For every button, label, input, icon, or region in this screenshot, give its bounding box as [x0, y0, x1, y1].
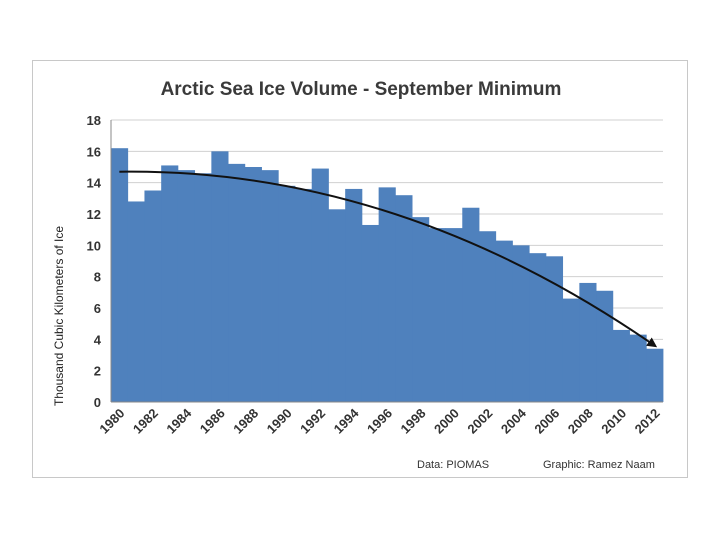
bar — [111, 148, 129, 402]
data-credit: Data: PIOMAS — [417, 459, 489, 471]
bar — [545, 256, 564, 402]
y-axis-label: Thousand Cubic Kilometers of Ice — [52, 226, 66, 406]
x-tick-label: 2010 — [598, 406, 629, 437]
bar — [512, 245, 530, 402]
y-tick-label: 10 — [87, 238, 101, 253]
bar — [378, 187, 396, 402]
bar — [328, 209, 346, 402]
chart-title: Arctic Sea Ice Volume - September Minimu… — [161, 79, 562, 100]
bar — [445, 228, 463, 402]
trend-curve — [119, 170, 658, 348]
y-tick-label: 12 — [87, 207, 101, 222]
bar — [144, 190, 162, 402]
trend-arrow — [119, 170, 658, 348]
bar — [479, 231, 497, 402]
x-tick-label: 1986 — [197, 406, 228, 437]
bar-series — [111, 148, 664, 402]
bar — [562, 298, 580, 402]
chart-frame: Arctic Sea Ice Volume - September Minimu… — [32, 60, 688, 478]
bar — [127, 201, 145, 402]
x-tick-label: 2008 — [565, 406, 596, 437]
bar — [629, 334, 647, 402]
bar — [395, 195, 413, 402]
bar — [161, 165, 179, 402]
bar — [612, 329, 630, 402]
x-tick-label: 1988 — [230, 406, 261, 437]
y-tick-label: 4 — [94, 332, 102, 347]
chart-svg: Arctic Sea Ice Volume - September Minimu… — [52, 79, 664, 471]
bar — [311, 168, 329, 402]
bar — [211, 151, 229, 402]
bar — [361, 224, 380, 402]
bar — [261, 170, 279, 402]
x-tick-label: 2012 — [632, 406, 663, 437]
bar — [295, 188, 313, 402]
bar — [412, 217, 430, 402]
y-tick-label: 0 — [94, 395, 101, 410]
bar — [278, 185, 296, 402]
x-tick-label: 1994 — [331, 405, 363, 437]
graphic-credit: Graphic: Ramez Naam — [543, 459, 655, 471]
x-tick-label: 2006 — [531, 406, 562, 437]
x-tick-label: 2002 — [464, 406, 495, 437]
bar — [345, 188, 363, 402]
y-tick-label: 16 — [87, 144, 101, 159]
x-tick-label: 1980 — [96, 406, 127, 437]
x-tick-label: 2004 — [498, 405, 530, 437]
y-tick-label: 6 — [94, 301, 101, 316]
bar — [462, 207, 480, 402]
bar — [495, 240, 513, 402]
y-tick-label: 2 — [94, 364, 101, 379]
bar — [596, 290, 614, 402]
x-tick-label: 1984 — [163, 405, 195, 437]
x-tick-label: 1982 — [130, 406, 161, 437]
bar — [646, 348, 664, 402]
y-tick-label: 14 — [87, 176, 102, 191]
bar — [244, 167, 262, 402]
bar — [529, 253, 547, 402]
bar — [177, 170, 196, 402]
bar — [579, 282, 597, 402]
x-tick-label: 1990 — [264, 406, 295, 437]
y-tick-label: 8 — [94, 270, 101, 285]
x-tick-label: 1998 — [398, 406, 429, 437]
x-tick-label: 1996 — [364, 406, 395, 437]
x-tick-label: 2000 — [431, 406, 462, 437]
bar — [228, 163, 246, 402]
bar — [428, 228, 446, 402]
bar — [194, 173, 212, 402]
y-tick-label: 18 — [87, 113, 101, 128]
x-tick-label: 1992 — [297, 406, 328, 437]
